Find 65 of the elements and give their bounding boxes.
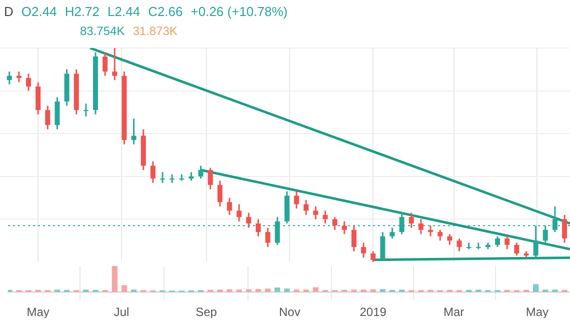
candlestick: [438, 229, 443, 242]
text: H2.72: [64, 4, 100, 19]
candlestick: [131, 118, 136, 146]
candlestick: [456, 238, 462, 252]
bar: [380, 289, 386, 292]
candlestick: [380, 231, 386, 261]
bar: [284, 288, 290, 292]
candlestick: [390, 227, 395, 240]
candlestick: [54, 96, 60, 130]
candlestick: [342, 220, 347, 235]
candlestick: [361, 242, 366, 258]
bar: [121, 285, 128, 292]
candlestick: [26, 72, 32, 92]
candlestick: [495, 236, 500, 248]
bar: [226, 289, 232, 292]
bar: [255, 289, 262, 292]
bar: [246, 289, 252, 292]
candlestick: [16, 70, 22, 83]
candlestick: [227, 197, 232, 216]
candlestick: [504, 236, 510, 250]
candlestick: [265, 227, 270, 248]
text: C2.66: [148, 4, 183, 19]
candlestick: [313, 206, 318, 220]
candlestick: [36, 81, 41, 116]
candlestick: [208, 167, 213, 190]
candlestick: [562, 214, 568, 244]
candlestick: [198, 164, 204, 180]
candlestick: [418, 218, 424, 235]
candlestick: [304, 199, 309, 216]
x-tick-label: Jul: [114, 305, 130, 320]
candlestick: [256, 218, 261, 238]
text: L2.44: [108, 4, 140, 19]
candlestick: [217, 180, 222, 208]
candlestick: [112, 47, 118, 81]
bar: [532, 284, 539, 292]
candlestick: [246, 212, 252, 229]
candlestick: [514, 242, 520, 256]
text: 31.873K: [132, 24, 178, 38]
bar: [312, 287, 318, 292]
bar: [264, 288, 271, 292]
candlestick: [236, 203, 242, 222]
candlestick: [6, 70, 12, 86]
x-tick-label: 2019: [360, 305, 387, 320]
candlestick: [45, 105, 50, 130]
candlestick: [370, 250, 376, 263]
candlestick: [150, 160, 156, 184]
candlestick: [294, 190, 300, 210]
text: 83.754K: [80, 24, 125, 38]
candlestick: [332, 216, 338, 231]
candlestick: [102, 52, 108, 77]
bar: [112, 266, 118, 292]
candlestick: [160, 171, 166, 184]
candlestick: [322, 210, 328, 224]
candlestick: [351, 224, 356, 252]
bar: [370, 289, 376, 292]
candlestick: [428, 224, 434, 238]
x-tick-label: Mar: [443, 305, 464, 320]
text: O2.44: [21, 4, 57, 19]
text: +0.26 (+10.78%): [190, 4, 288, 19]
candlestick: [408, 212, 414, 229]
text: D: [4, 4, 14, 19]
candlestick: [447, 233, 452, 246]
x-tick-label: Nov: [279, 305, 300, 320]
candlestick: [83, 102, 88, 118]
bar: [274, 288, 280, 292]
